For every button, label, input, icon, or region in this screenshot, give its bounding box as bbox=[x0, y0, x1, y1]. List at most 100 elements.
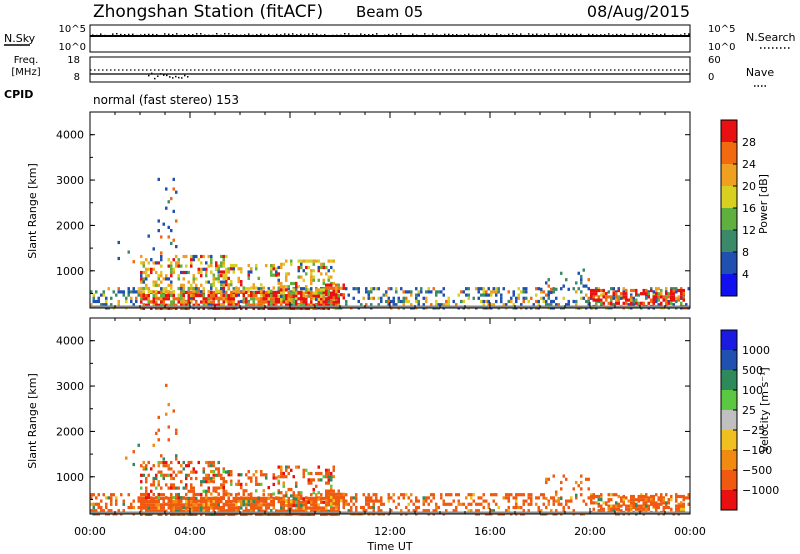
echo-cell bbox=[295, 500, 298, 504]
echo-cell bbox=[230, 479, 233, 483]
echo-cell bbox=[100, 293, 103, 297]
echo-cell bbox=[657, 496, 660, 500]
echo-cell bbox=[325, 265, 328, 270]
echo-cell bbox=[665, 493, 668, 497]
echo-cell bbox=[607, 498, 610, 502]
echo-cell bbox=[252, 283, 255, 287]
echo-cell bbox=[235, 496, 238, 500]
echo-cell bbox=[457, 493, 460, 497]
echo-cell bbox=[162, 222, 165, 226]
echo-cell bbox=[217, 496, 220, 500]
echo-cell bbox=[202, 267, 205, 271]
echo-cell bbox=[487, 303, 490, 307]
echo-cell bbox=[215, 503, 218, 507]
echo-cell bbox=[270, 509, 273, 513]
echo-cell bbox=[282, 475, 285, 479]
echo-cell bbox=[100, 505, 103, 510]
echo-cell bbox=[232, 496, 235, 500]
echo-cell bbox=[265, 506, 268, 510]
echo-cell bbox=[162, 287, 165, 291]
echo-cell bbox=[195, 470, 198, 474]
noise-dot bbox=[428, 34, 430, 37]
echo-cell bbox=[222, 492, 225, 497]
echo-cell bbox=[145, 509, 148, 513]
echo-cell bbox=[582, 499, 585, 503]
echo-cell bbox=[327, 502, 330, 506]
echo-cell bbox=[262, 286, 265, 290]
echo-cell bbox=[250, 509, 253, 513]
echo-cell bbox=[217, 492, 220, 496]
echo-cell bbox=[580, 274, 583, 279]
echo-cell bbox=[262, 496, 265, 500]
echo-cell bbox=[267, 496, 270, 500]
echo-cell bbox=[232, 294, 235, 298]
echo-cell bbox=[260, 496, 263, 500]
echo-cell bbox=[152, 480, 155, 484]
colorbar-segment bbox=[721, 142, 737, 165]
date-label: 08/Aug/2015 bbox=[587, 2, 690, 21]
echo-cell bbox=[245, 473, 248, 477]
echo-cell bbox=[527, 493, 530, 497]
echo-cell bbox=[222, 467, 225, 471]
echo-cell bbox=[250, 503, 253, 507]
echo-cell bbox=[655, 501, 658, 505]
echo-cell bbox=[682, 505, 685, 510]
echo-cell bbox=[640, 301, 643, 305]
echo-cell bbox=[150, 270, 153, 275]
echo-cell bbox=[615, 301, 618, 305]
power-y-axis-label: Slant Range [km] bbox=[26, 163, 39, 259]
echo-cell bbox=[517, 505, 520, 510]
echo-cell bbox=[612, 509, 615, 513]
echo-cell bbox=[587, 278, 590, 282]
echo-cell bbox=[335, 499, 338, 503]
echo-cell bbox=[490, 290, 493, 294]
echo-cell bbox=[177, 274, 180, 278]
echo-cell bbox=[260, 297, 263, 301]
echo-cell bbox=[297, 275, 300, 279]
echo-cell bbox=[587, 287, 590, 291]
echo-cell bbox=[277, 496, 280, 500]
echo-cell bbox=[300, 275, 303, 279]
echo-cell bbox=[187, 505, 190, 510]
noise-dot bbox=[300, 33, 302, 36]
echo-cell bbox=[220, 283, 223, 287]
echo-cell bbox=[235, 506, 238, 510]
echo-cell bbox=[682, 494, 685, 499]
echo-cell bbox=[210, 479, 213, 483]
echo-cell bbox=[170, 509, 173, 513]
echo-cell bbox=[522, 493, 525, 497]
echo-cell bbox=[222, 297, 225, 301]
echo-cell bbox=[265, 509, 268, 513]
echo-cell bbox=[670, 288, 673, 293]
echo-cell bbox=[645, 296, 648, 300]
noise-dot bbox=[200, 33, 202, 35]
echo-cell bbox=[667, 295, 670, 299]
echo-cell bbox=[237, 293, 240, 297]
echo-cell bbox=[510, 296, 513, 300]
echo-cell bbox=[317, 478, 320, 482]
echo-cell bbox=[237, 509, 240, 513]
echo-cell bbox=[222, 294, 225, 298]
echo-cell bbox=[302, 303, 305, 307]
echo-cell bbox=[537, 303, 540, 307]
echo-cell bbox=[167, 473, 170, 477]
echo-cell bbox=[297, 509, 300, 513]
echo-cell bbox=[662, 509, 665, 513]
echo-cell bbox=[310, 300, 313, 304]
echo-cell bbox=[147, 300, 150, 304]
echo-cell bbox=[242, 492, 245, 496]
freq-dot bbox=[169, 76, 171, 78]
echo-cell bbox=[190, 283, 193, 287]
echo-cell bbox=[120, 493, 123, 497]
echo-cell bbox=[342, 293, 345, 297]
echo-cell bbox=[325, 300, 328, 304]
echo-cell bbox=[147, 274, 150, 278]
echo-cell bbox=[200, 290, 203, 294]
echo-cell bbox=[192, 500, 195, 504]
echo-cell bbox=[515, 493, 518, 497]
noise-dot bbox=[464, 34, 466, 36]
echo-cell bbox=[282, 494, 285, 498]
echo-cell bbox=[225, 276, 228, 280]
echo-cell bbox=[312, 262, 315, 266]
echo-cell bbox=[327, 495, 330, 500]
